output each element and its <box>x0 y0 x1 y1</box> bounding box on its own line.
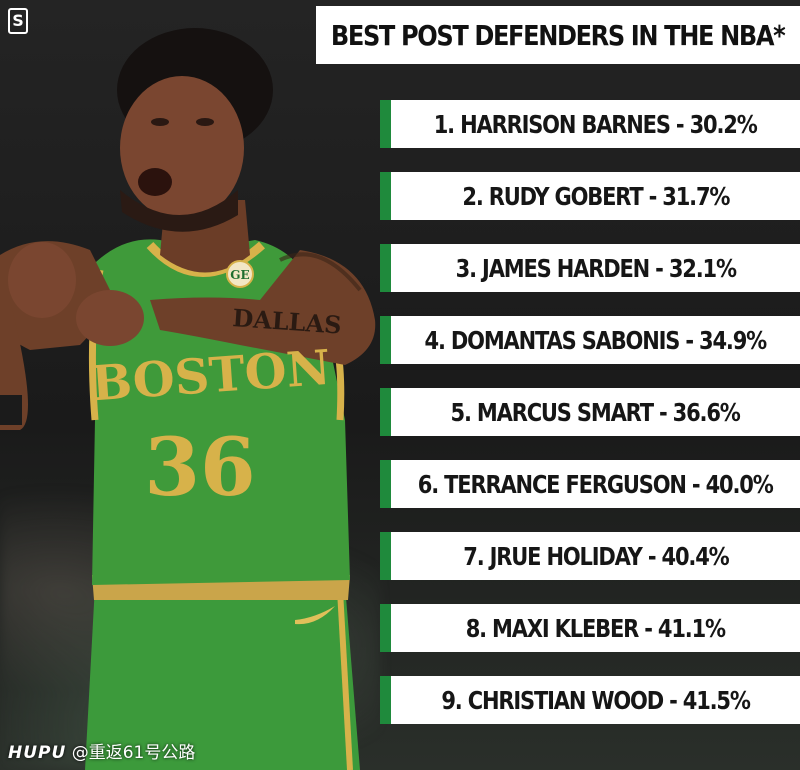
watermark: HUPU @重返61号公路 <box>8 738 195 763</box>
watermark-brand: HUPU <box>8 743 67 763</box>
list-item: 7. JRUE HOLIDAY - 40.4% <box>380 532 800 580</box>
ranking-label: 4. DOMANTAS SABONIS - 34.9% <box>424 325 768 355</box>
ranking-label: 5. MARCUS SMART - 36.6% <box>450 397 741 427</box>
ranking-label: 2. RUDY GOBERT - 31.7% <box>462 181 730 211</box>
ranking-label: 3. JAMES HARDEN - 32.1% <box>455 253 736 283</box>
swoosh-icon <box>295 606 335 625</box>
ranking-label: 1. HARRISON BARNES - 30.2% <box>434 109 758 139</box>
shorts <box>85 585 360 770</box>
list-item: 5. MARCUS SMART - 36.6% <box>380 388 800 436</box>
title-banner: BEST POST DEFENDERS IN THE NBA* <box>316 6 800 64</box>
site-logo: S <box>8 8 28 34</box>
svg-text:GE: GE <box>230 268 249 282</box>
ranking-label: 7. JRUE HOLIDAY - 40.4% <box>462 541 729 571</box>
list-item: 4. DOMANTAS SABONIS - 34.9% <box>380 316 800 364</box>
face <box>120 76 244 220</box>
page-title: BEST POST DEFENDERS IN THE NBA* <box>331 18 786 52</box>
ranking-label: 8. MAXI KLEBER - 41.1% <box>465 613 726 643</box>
list-item: 1. HARRISON BARNES - 30.2% <box>380 100 800 148</box>
rankings-list: 1. HARRISON BARNES - 30.2% 2. RUDY GOBER… <box>380 100 800 748</box>
list-item: 6. TERRANCE FERGUSON - 40.0% <box>380 460 800 508</box>
watermark-handle: @重返61号公路 <box>71 743 196 763</box>
list-item: 3. JAMES HARDEN - 32.1% <box>380 244 800 292</box>
jersey-number: 36 <box>144 420 255 514</box>
jersey-patch <box>226 260 254 288</box>
player-photo: DALLAS GE BOSTON 36 <box>0 28 376 770</box>
ranking-label: 9. CHRISTIAN WOOD - 41.5% <box>441 685 751 715</box>
list-item: 2. RUDY GOBERT - 31.7% <box>380 172 800 220</box>
list-item: 8. MAXI KLEBER - 41.1% <box>380 604 800 652</box>
mouth <box>138 168 172 196</box>
list-item: 9. CHRISTIAN WOOD - 41.5% <box>380 676 800 724</box>
ranking-label: 6. TERRANCE FERGUSON - 40.0% <box>418 469 774 499</box>
